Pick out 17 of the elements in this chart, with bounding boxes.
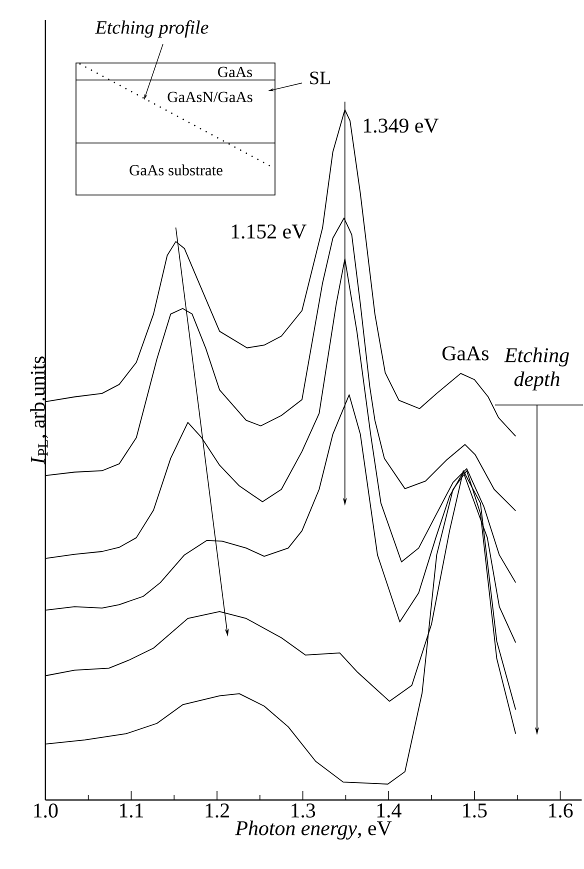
- x-tick-label: 1.3: [292, 804, 316, 818]
- x-tick-label: 1.6: [549, 804, 573, 818]
- annotation: Etching depth: [504, 348, 569, 390]
- x-tick-label: 1.2: [206, 804, 229, 818]
- annotation: GaAs substrate: [130, 164, 222, 176]
- x-tick-label: 1.4: [377, 804, 402, 818]
- text: SL: [310, 72, 330, 84]
- annotation: 1.152 eV: [232, 224, 306, 239]
- annotation: 1.349 eV: [364, 118, 439, 133]
- x-tick-label: 1.0: [34, 804, 58, 818]
- annotation: GaAs: [442, 346, 488, 360]
- text: GaAs: [218, 66, 252, 78]
- text: Etching profile: [95, 20, 208, 38]
- x-tick-label: 1.1: [120, 804, 144, 818]
- text: GaAsN/GaAs: [168, 92, 252, 102]
- x-tick-label: 1.5: [463, 804, 487, 818]
- x-axis-title: Photon energy, eV: [235, 820, 392, 840]
